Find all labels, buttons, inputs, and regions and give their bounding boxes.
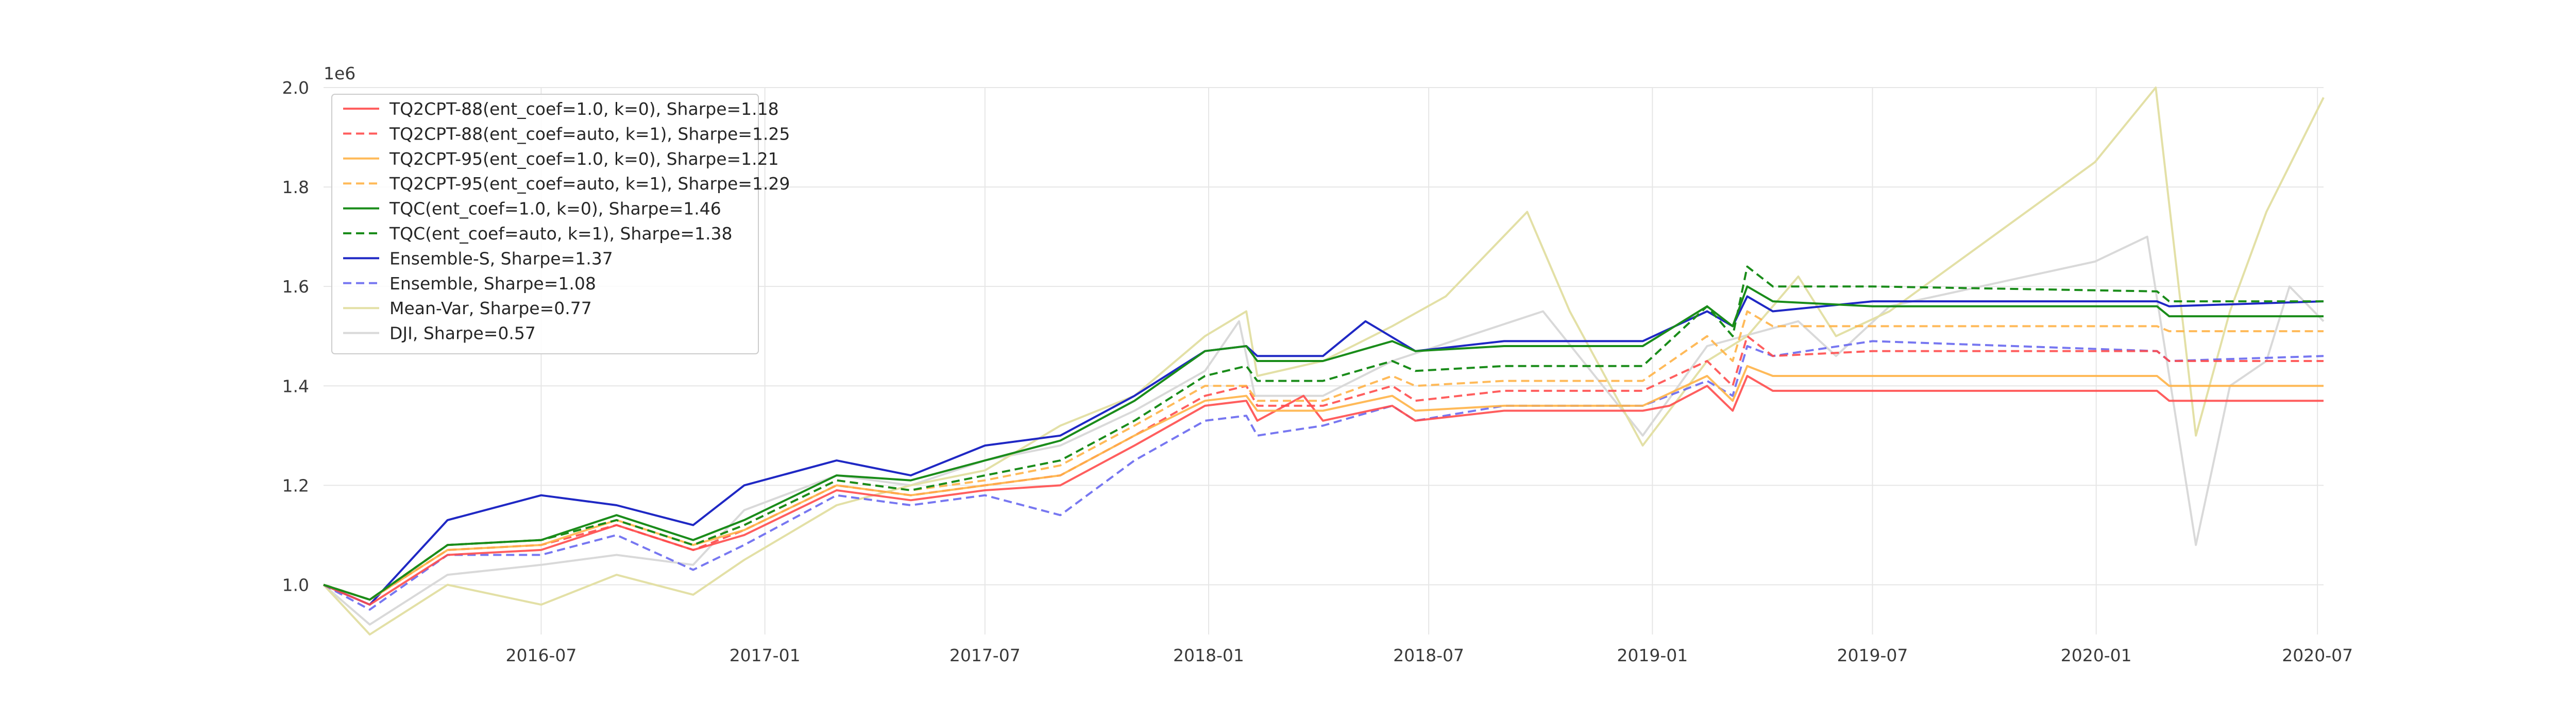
y-tick-label: 1.0 [282, 575, 309, 595]
legend-items: TQ2CPT-88(ent_coef=1.0, k=0), Sharpe=1.1… [343, 99, 790, 344]
x-tick-label: 2019-01 [1617, 645, 1688, 665]
legend-box [331, 94, 759, 354]
y-axis-ticks: 1.0 1.2 1.4 1.6 1.8 2.0 [282, 78, 309, 595]
x-tick-label: 2018-01 [1173, 645, 1244, 665]
x-tick-label: 2020-07 [2282, 645, 2353, 665]
series-lines [323, 87, 2325, 636]
series-line-1 [323, 335, 2324, 601]
legend-label: TQ2CPT-88(ent_coef=1.0, k=0), Sharpe=1.1… [389, 99, 779, 119]
x-tick-label: 2016-07 [505, 645, 577, 665]
legend-label: DJI, Sharpe=0.57 [389, 323, 536, 344]
legend-label: Mean-Var, Sharpe=0.77 [389, 298, 592, 318]
y-axis-offset-label: 1e6 [324, 63, 355, 83]
series-line-6 [323, 295, 2324, 606]
x-tick-label: 2020-01 [2061, 645, 2132, 665]
legend-label: Ensemble, Sharpe=1.08 [389, 273, 596, 294]
x-tick-label: 2019-07 [1837, 645, 1908, 665]
legend-label: TQC(ent_coef=auto, k=1), Sharpe=1.38 [389, 224, 733, 244]
series-line-4 [323, 285, 2324, 601]
x-tick-label: 2017-07 [950, 645, 1021, 665]
legend-label: TQ2CPT-95(ent_coef=1.0, k=0), Sharpe=1.2… [389, 149, 779, 169]
series-line-7 [323, 340, 2324, 611]
x-tick-label: 2018-07 [1393, 645, 1464, 665]
series-line-5 [323, 265, 2324, 601]
legend-label: TQ2CPT-88(ent_coef=auto, k=1), Sharpe=1.… [389, 124, 790, 144]
grid [324, 87, 2324, 634]
y-tick-label: 1.8 [282, 177, 309, 197]
x-axis-ticks: 2016-07 2017-01 2017-07 2018-01 2018-07 2019-… [505, 645, 2353, 665]
legend-label: TQ2CPT-95(ent_coef=auto, k=1), Sharpe=1.… [389, 174, 790, 194]
y-tick-label: 1.2 [282, 475, 309, 495]
y-tick-label: 1.6 [282, 277, 309, 297]
x-tick-label: 2017-01 [730, 645, 801, 665]
y-tick-label: 1.4 [282, 376, 309, 396]
legend: TQ2CPT-88(ent_coef=1.0, k=0), Sharpe=1.1… [331, 94, 790, 354]
y-tick-label: 2.0 [282, 78, 309, 98]
legend-label: TQC(ent_coef=1.0, k=0), Sharpe=1.46 [389, 199, 721, 219]
legend-label: Ensemble-S, Sharpe=1.37 [389, 248, 613, 268]
series-line-8 [323, 87, 2325, 636]
